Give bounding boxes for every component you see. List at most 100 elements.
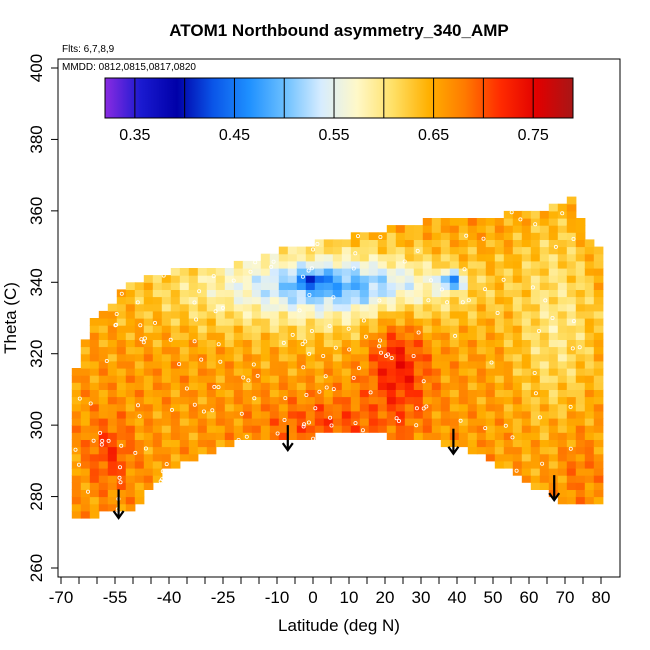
heatmap-cell [134, 475, 145, 483]
heatmap-cell [476, 410, 487, 419]
heatmap-cell [395, 368, 406, 376]
heatmap-cell [188, 382, 199, 390]
heatmap-cell [593, 296, 604, 305]
heatmap-cell [404, 332, 415, 340]
heatmap-cell [593, 339, 604, 348]
heatmap-cell [404, 368, 415, 376]
heatmap-cell [368, 396, 379, 405]
heatmap-cell [557, 353, 568, 362]
heatmap-cell [152, 382, 163, 390]
y-tick-label: 360 [27, 197, 46, 225]
heatmap-cell [440, 246, 451, 255]
heatmap-cell [359, 382, 370, 390]
heatmap-cell [287, 396, 298, 405]
heatmap-cell [395, 303, 406, 312]
heatmap-cell [80, 453, 91, 462]
heatmap-cell [566, 453, 577, 462]
heatmap-cell [566, 432, 577, 440]
heatmap-cell [431, 303, 442, 312]
heatmap-cell [98, 382, 109, 390]
heatmap-cell [431, 425, 442, 433]
heatmap-cell [134, 346, 145, 355]
heatmap-cell [143, 446, 154, 455]
heatmap-cell [557, 282, 568, 290]
heatmap-cell [134, 325, 145, 333]
heatmap-cell [440, 225, 451, 233]
heatmap-cell [269, 303, 280, 312]
heatmap-cell [134, 446, 145, 455]
heatmap-cell [422, 382, 433, 390]
heatmap-cell [449, 275, 460, 283]
heatmap-cell [332, 289, 343, 298]
heatmap-cell [188, 410, 199, 419]
heatmap-cell [188, 439, 199, 448]
heatmap-cell [170, 360, 181, 369]
heatmap-cell [566, 382, 577, 390]
heatmap-cell [521, 396, 532, 405]
heatmap-cell [512, 282, 523, 290]
heatmap-cell [359, 268, 370, 276]
heatmap-cell [512, 253, 523, 262]
heatmap-cell [278, 260, 289, 269]
heatmap-cell [368, 275, 379, 283]
heatmap-cell [548, 332, 559, 340]
heatmap-cell [395, 318, 406, 326]
heatmap-cell [323, 418, 334, 426]
heatmap-cell [161, 332, 172, 340]
heatmap-cell [350, 389, 361, 398]
heatmap-cell [494, 225, 505, 233]
heatmap-cell [521, 325, 532, 333]
heatmap-cell [242, 296, 253, 305]
heatmap-cell [116, 325, 127, 333]
sample-point [402, 259, 407, 264]
heatmap-cell [98, 360, 109, 369]
heatmap-cell [242, 410, 253, 419]
heatmap-cell [593, 418, 604, 426]
sample-point [462, 267, 467, 272]
heatmap-cell [395, 225, 406, 233]
heatmap-cell [296, 375, 307, 383]
heatmap-cell [269, 346, 280, 355]
heatmap-cell [557, 225, 568, 233]
heatmap-cell [170, 403, 181, 412]
heatmap-cell [278, 346, 289, 355]
heatmap-cell [125, 453, 136, 462]
heatmap-cell [251, 332, 262, 340]
heatmap-cell [503, 360, 514, 369]
heatmap-cell [539, 282, 550, 290]
heatmap-cell [584, 439, 595, 448]
heatmap-cell [584, 468, 595, 476]
heatmap-cell [197, 303, 208, 312]
heatmap-cell [98, 403, 109, 412]
sample-point [411, 353, 416, 358]
heatmap-cell [89, 453, 100, 462]
heatmap-cell [134, 310, 145, 319]
heatmap-cell [143, 382, 154, 390]
heatmap-cell [242, 275, 253, 283]
heatmap-cell [431, 239, 442, 248]
heatmap-cell [179, 425, 190, 433]
heatmap-cell [467, 339, 478, 348]
heatmap-cell [251, 282, 262, 290]
heatmap-cell [557, 403, 568, 412]
heatmap-cell [377, 339, 388, 348]
heatmap-cell [107, 360, 118, 369]
sample-point [414, 423, 419, 428]
heatmap-cell [224, 410, 235, 419]
heatmap-cell [296, 353, 307, 362]
heatmap-cell [188, 353, 199, 362]
heatmap-cell [251, 353, 262, 362]
heatmap-cell [341, 318, 352, 326]
heatmap-cell [449, 346, 460, 355]
heatmap-cell [521, 239, 532, 248]
heatmap-cell [170, 453, 181, 462]
heatmap-cell [170, 432, 181, 440]
heatmap-cell [323, 303, 334, 312]
heatmap-cell [530, 432, 541, 440]
heatmap-cell [179, 346, 190, 355]
heatmap-cell [260, 425, 271, 433]
heatmap-cell [458, 289, 469, 298]
heatmap-cell [170, 268, 181, 276]
heatmap-cell [107, 446, 118, 455]
